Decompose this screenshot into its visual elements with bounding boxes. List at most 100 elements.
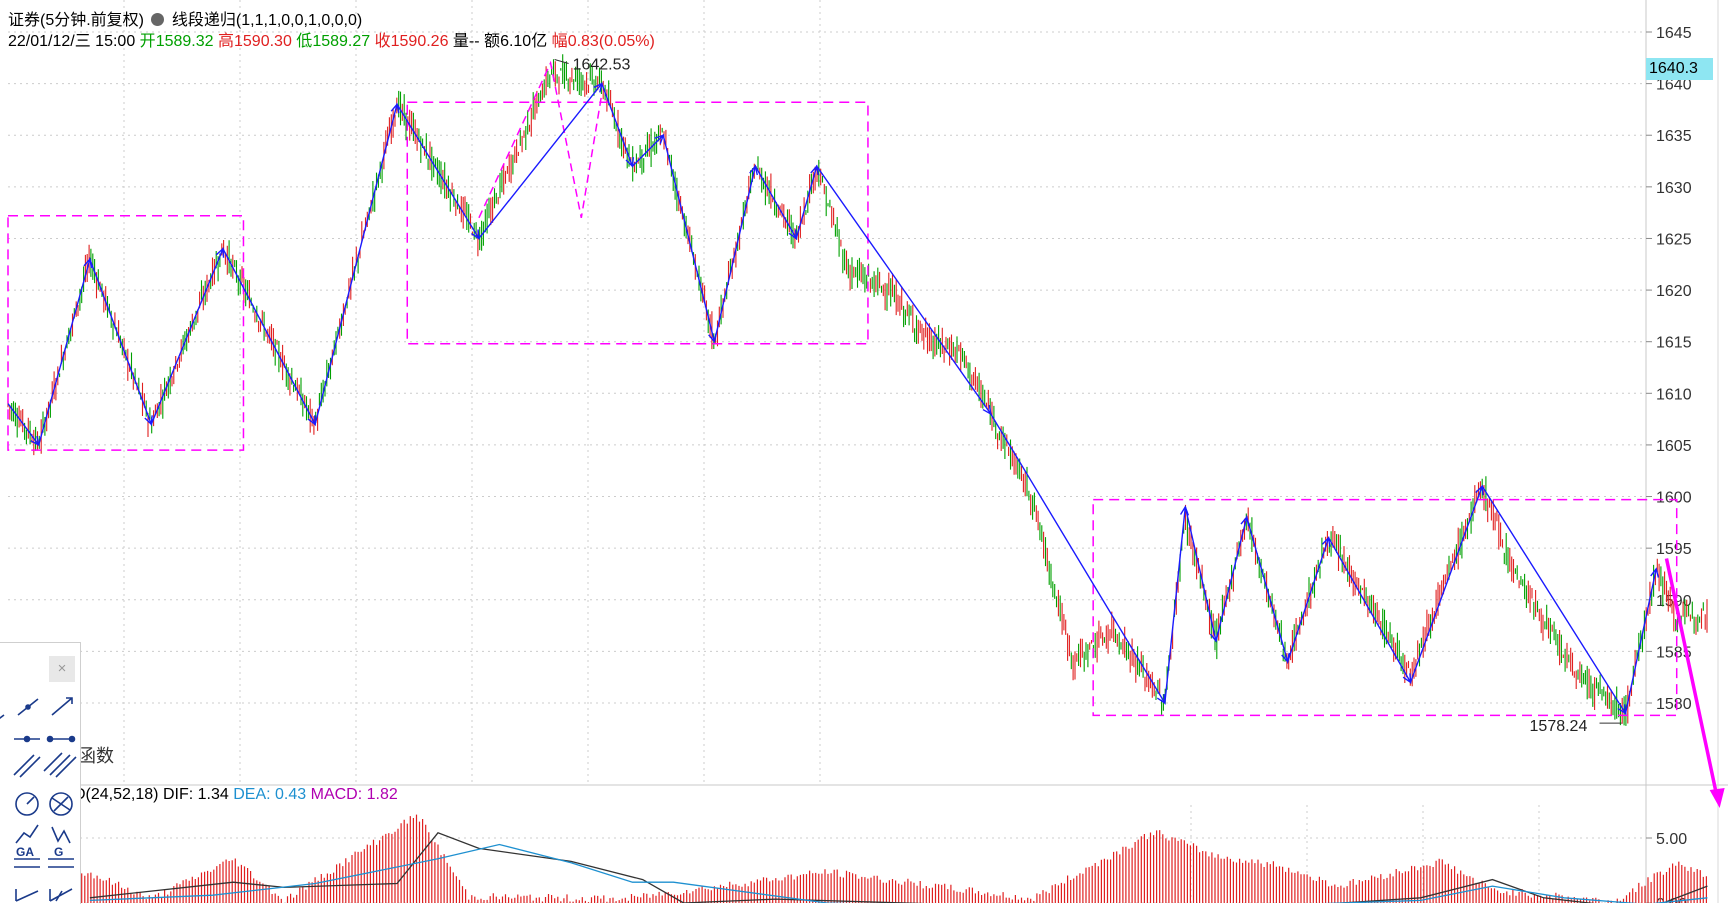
y-tick-label: 1605 bbox=[1656, 438, 1692, 455]
y-tick-label: 1640 bbox=[1656, 77, 1692, 94]
annotation-pointer bbox=[554, 59, 569, 64]
segment-arrow bbox=[1402, 673, 1412, 684]
current-price-tag: 1640.3 bbox=[1646, 58, 1713, 80]
segment-arrow bbox=[470, 229, 480, 240]
y-tick-label: 1600 bbox=[1656, 490, 1692, 507]
segment-arrow bbox=[1209, 632, 1219, 643]
double-segment-tool-icon[interactable] bbox=[46, 735, 76, 743]
segment-arrow bbox=[307, 415, 316, 426]
high-annotation: 1642.53 bbox=[573, 56, 631, 73]
indicator-toggle-icon[interactable] bbox=[151, 13, 165, 26]
ga-tool-label: GA bbox=[16, 845, 34, 859]
instrument-label: 证券(5分钟.前复权) bbox=[8, 12, 145, 29]
close-value: 1590.26 bbox=[390, 33, 449, 50]
macd-y-tick-label: 5.00 bbox=[1656, 831, 1687, 848]
segment-arrow bbox=[749, 164, 758, 176]
change-value: 0.83(0.05%) bbox=[567, 33, 655, 50]
macd-legend: D(24,52,18) DIF: 1.34 DEA: 0.43 MACD: 1.… bbox=[74, 786, 398, 804]
y-tick-label: 1645 bbox=[1656, 25, 1692, 42]
circle-tool-icon[interactable] bbox=[15, 792, 39, 816]
segment-tool-icon[interactable] bbox=[14, 735, 40, 743]
dif-label: DIF: bbox=[162, 786, 194, 803]
segment-arrow bbox=[1321, 536, 1331, 547]
hub-box bbox=[7, 215, 245, 451]
y-tick-label: 1630 bbox=[1656, 180, 1692, 197]
amount-value: 6.10亿 bbox=[500, 33, 548, 50]
dea-line bbox=[89, 843, 1708, 903]
trend-arrow-head bbox=[1709, 788, 1725, 808]
segment-arrow bbox=[1617, 704, 1627, 715]
hub-zigzag bbox=[478, 60, 603, 219]
segment-arrow bbox=[1179, 505, 1190, 516]
y-tick-label: 1620 bbox=[1656, 283, 1692, 300]
macd-label: MACD: bbox=[310, 786, 363, 803]
g-tool-label: G bbox=[54, 845, 63, 859]
trend-arrow-line bbox=[1664, 558, 1720, 801]
segment-arrow bbox=[1650, 567, 1660, 578]
segment-arrow bbox=[982, 404, 992, 416]
ellipse-tool-icon[interactable] bbox=[49, 792, 73, 816]
y-tick-label: 1580 bbox=[1656, 696, 1692, 713]
segment-arrow bbox=[144, 415, 153, 426]
segment-arrow bbox=[390, 102, 400, 114]
segment-arrow bbox=[708, 332, 717, 344]
chart-header-line1: 证券(5分钟.前复权) 线段递归(1,1,1,0,0,1,0,0,0) bbox=[8, 6, 362, 30]
low-value: 1589.27 bbox=[312, 33, 371, 50]
segment-line bbox=[7, 82, 1657, 716]
segment-arrow bbox=[215, 247, 225, 258]
dea-value: 0.43 bbox=[275, 786, 307, 803]
ga-tool-icon[interactable] bbox=[14, 858, 40, 868]
polyline-tool-icon[interactable] bbox=[15, 824, 39, 844]
chart-header-line2: 22/01/12/三 15:00 开1589.32 高1590.30 低1589… bbox=[8, 27, 655, 51]
amount-label: 额 bbox=[484, 33, 501, 50]
segment-arrow bbox=[810, 164, 820, 176]
dea-label: DEA: bbox=[233, 786, 271, 803]
y-tick-label: 1595 bbox=[1656, 541, 1692, 558]
high-label: 高 bbox=[217, 33, 234, 50]
segment-arrow bbox=[654, 134, 665, 144]
y-tick-label: 1625 bbox=[1656, 231, 1692, 248]
y-tick-label: 1585 bbox=[1656, 644, 1692, 661]
drawing-toolbox: × GA G bbox=[0, 642, 81, 904]
segment-arrow bbox=[1475, 484, 1484, 496]
toolbox-icons: GA G bbox=[0, 697, 77, 902]
y-tick-label: 1615 bbox=[1656, 335, 1692, 352]
segment-arrow bbox=[625, 157, 635, 168]
parallel-tool-icon[interactable] bbox=[13, 754, 41, 778]
open-label: 开 bbox=[139, 33, 156, 50]
dif-line bbox=[89, 832, 1708, 903]
hub-box bbox=[406, 101, 869, 345]
volume-label: 量-- bbox=[452, 33, 480, 50]
segment-arrow bbox=[1281, 652, 1290, 664]
low-label: 低 bbox=[296, 33, 313, 50]
close-icon[interactable]: × bbox=[49, 656, 75, 682]
close-label: 收 bbox=[374, 33, 391, 50]
dif-value: 1.34 bbox=[197, 786, 229, 803]
segment-arrow bbox=[788, 229, 798, 240]
open-value: 1589.32 bbox=[155, 33, 214, 50]
segment-arrow bbox=[593, 82, 603, 93]
ray-tool-icon[interactable] bbox=[51, 697, 73, 716]
bar-date: 22/01/12/三 15:00 bbox=[8, 33, 136, 50]
y-tick-label: 1610 bbox=[1656, 386, 1692, 403]
segment-arrow bbox=[1240, 515, 1250, 527]
segment-arrow bbox=[30, 435, 40, 447]
indicator-label: 线段递归(1,1,1,0,0,1,0,0,0) bbox=[171, 12, 363, 29]
macd-value: 1.82 bbox=[366, 786, 398, 803]
macd-params: D(24,52,18) bbox=[74, 786, 159, 803]
parallel-channel-tool-icon[interactable] bbox=[43, 752, 77, 778]
segment-arrow bbox=[1156, 693, 1166, 705]
g-tool-icon[interactable] bbox=[48, 858, 74, 868]
function-label: 函数 bbox=[78, 746, 114, 766]
arc-tool-icon[interactable] bbox=[49, 888, 73, 902]
line-tool-icon[interactable] bbox=[0, 698, 39, 721]
segment-arrow bbox=[83, 257, 93, 269]
fan-tool-icon[interactable] bbox=[15, 889, 39, 902]
wave-tool-icon[interactable] bbox=[51, 826, 71, 844]
y-tick-label: 1635 bbox=[1656, 128, 1692, 145]
high-value: 1590.30 bbox=[234, 33, 292, 50]
change-label: 幅 bbox=[551, 33, 568, 50]
low-annotation: 1578.24 bbox=[1530, 718, 1588, 735]
